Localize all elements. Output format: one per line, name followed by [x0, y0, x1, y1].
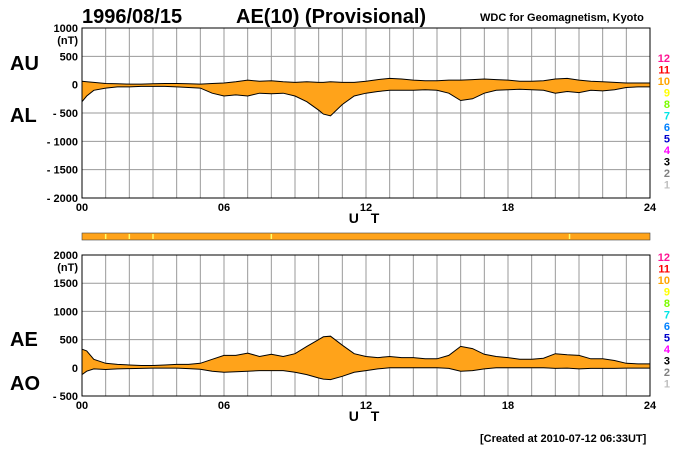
- series-label-ao: AO: [10, 373, 40, 395]
- y-axis-unit: (nT): [57, 35, 78, 47]
- series-label-au: AU: [10, 53, 39, 75]
- legend-item-6: 6: [664, 321, 670, 333]
- series-label-al: AL: [10, 105, 37, 127]
- x-tick-label: 00: [76, 202, 88, 214]
- x-tick-label: 12: [360, 400, 372, 412]
- legend-item-2: 2: [664, 168, 670, 180]
- legend-item-8: 8: [664, 99, 670, 111]
- legend-item-7: 7: [664, 111, 670, 123]
- legend-item-12: 12: [658, 252, 670, 264]
- series-envelope-area: [82, 78, 650, 116]
- y-tick-label: 2000: [54, 250, 78, 262]
- plot-frame: [81, 254, 651, 397]
- legend-item-11: 11: [658, 264, 670, 276]
- y-tick-label: 1000: [54, 306, 78, 318]
- legend-item-5: 5: [664, 333, 670, 345]
- legend-item-6: 6: [664, 122, 670, 134]
- series-line-au: [81, 77, 650, 85]
- station-bar-fill: [81, 232, 651, 241]
- date-title: 1996/08/15: [82, 6, 182, 28]
- x-axis-label: U T: [349, 210, 384, 226]
- y-tick-label: - 1000: [47, 136, 78, 148]
- series-label-ae: AE: [10, 329, 38, 351]
- legend-item-4: 4: [664, 344, 671, 356]
- x-tick-label: 24: [644, 400, 657, 412]
- x-tick-label: 00: [76, 400, 88, 412]
- y-tick-label: 1500: [54, 278, 78, 290]
- source-label: WDC for Geomagnetism, Kyoto: [480, 12, 644, 24]
- legend-item-10: 10: [658, 275, 670, 287]
- legend-item-11: 11: [658, 65, 670, 77]
- y-tick-label: 500: [60, 335, 78, 347]
- legend-item-10: 10: [658, 76, 670, 88]
- y-tick-label: 0: [72, 363, 78, 375]
- legend-item-3: 3: [664, 356, 670, 368]
- x-tick-label: 18: [502, 202, 514, 214]
- legend-item-3: 3: [664, 157, 670, 169]
- legend-item-9: 9: [664, 88, 670, 100]
- y-tick-label: - 500: [53, 108, 78, 120]
- au-al-panel: 1000 500 0 - 500 - 1000 - 1500 - 2000 (nT) 00 06 1…: [10, 23, 671, 226]
- x-tick-label: 06: [218, 202, 230, 214]
- y-tick-label: - 2000: [47, 193, 78, 205]
- x-axis-label: U T: [349, 408, 384, 424]
- plot-frame: [81, 27, 651, 199]
- x-tick-label: 06: [218, 400, 230, 412]
- y-tick-label: - 1500: [47, 165, 78, 177]
- legend-item-9: 9: [664, 287, 670, 299]
- legend-item-1: 1: [664, 180, 670, 192]
- station-coverage-bar: [81, 232, 651, 241]
- series-line-al: [81, 85, 650, 117]
- footer-created: [Created at 2010-07-12 06:33UT]: [480, 433, 647, 445]
- legend-item-2: 2: [664, 367, 670, 379]
- legend-item-7: 7: [664, 310, 670, 322]
- series-line-ae: [81, 335, 650, 366]
- y-tick-label: 1000: [54, 23, 78, 35]
- y-tick-label: 0: [72, 80, 78, 92]
- legend-item-5: 5: [664, 134, 670, 146]
- x-tick-label: 18: [502, 400, 514, 412]
- index-title: AE(10) (Provisional): [236, 6, 426, 28]
- legend-item-1: 1: [664, 379, 670, 391]
- legend-item-8: 8: [664, 298, 670, 310]
- y-tick-label: - 500: [53, 391, 78, 403]
- series-envelope-area: [82, 336, 650, 380]
- y-tick-label: 500: [60, 51, 78, 63]
- series-line-ao: [81, 367, 650, 381]
- x-tick-label: 12: [360, 202, 372, 214]
- x-tick-label: 24: [644, 202, 657, 214]
- y-axis-unit: (nT): [57, 262, 78, 274]
- legend-item-4: 4: [664, 145, 671, 157]
- legend-item-12: 12: [658, 53, 670, 65]
